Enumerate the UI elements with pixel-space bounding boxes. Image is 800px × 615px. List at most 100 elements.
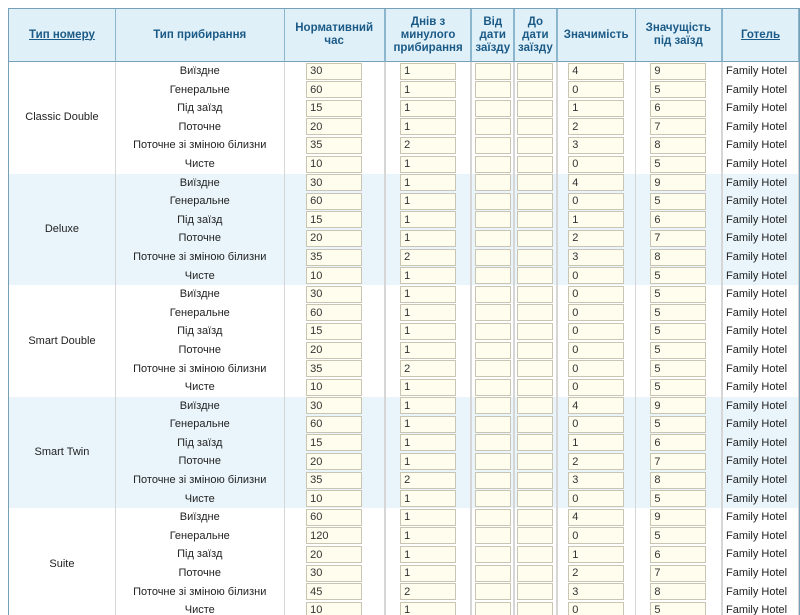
norm-time-input[interactable] <box>306 174 363 192</box>
to-date-input[interactable] <box>517 360 554 378</box>
checkin-significance-input[interactable] <box>650 81 707 99</box>
from-date-input[interactable] <box>474 99 511 117</box>
checkin-significance-input[interactable] <box>650 378 707 396</box>
norm-time-input[interactable] <box>306 360 363 378</box>
to-date-input[interactable] <box>517 546 554 564</box>
to-date-input[interactable] <box>517 453 554 471</box>
checkin-significance-input[interactable] <box>650 341 707 359</box>
to-date-input[interactable] <box>517 508 554 526</box>
norm-time-input[interactable] <box>306 99 363 117</box>
to-date-input[interactable] <box>517 378 554 396</box>
norm-time-input[interactable] <box>306 304 363 322</box>
norm-time-input[interactable] <box>306 211 363 229</box>
norm-time-input[interactable] <box>306 471 363 489</box>
significance-input[interactable] <box>568 490 625 508</box>
checkin-significance-input[interactable] <box>650 322 707 340</box>
norm-time-input[interactable] <box>306 508 363 526</box>
to-date-input[interactable] <box>517 397 554 415</box>
from-date-input[interactable] <box>474 434 511 452</box>
norm-time-input[interactable] <box>306 527 363 545</box>
checkin-significance-input[interactable] <box>650 229 707 247</box>
days-since-input[interactable] <box>400 397 457 415</box>
checkin-significance-input[interactable] <box>650 267 707 285</box>
days-since-input[interactable] <box>400 118 457 136</box>
norm-time-input[interactable] <box>306 62 363 80</box>
to-date-input[interactable] <box>517 322 554 340</box>
significance-input[interactable] <box>568 192 625 210</box>
to-date-input[interactable] <box>517 62 554 80</box>
norm-time-input[interactable] <box>306 322 363 340</box>
significance-input[interactable] <box>568 397 625 415</box>
to-date-input[interactable] <box>517 118 554 136</box>
to-date-input[interactable] <box>517 267 554 285</box>
significance-input[interactable] <box>568 434 625 452</box>
days-since-input[interactable] <box>400 360 457 378</box>
to-date-input[interactable] <box>517 490 554 508</box>
days-since-input[interactable] <box>400 341 457 359</box>
from-date-input[interactable] <box>474 508 511 526</box>
norm-time-input[interactable] <box>306 229 363 247</box>
from-date-input[interactable] <box>474 527 511 545</box>
from-date-input[interactable] <box>474 322 511 340</box>
checkin-significance-input[interactable] <box>650 490 707 508</box>
to-date-input[interactable] <box>517 81 554 99</box>
checkin-significance-input[interactable] <box>650 546 707 564</box>
significance-input[interactable] <box>568 99 625 117</box>
norm-time-input[interactable] <box>306 118 363 136</box>
from-date-input[interactable] <box>474 471 511 489</box>
norm-time-input[interactable] <box>306 378 363 396</box>
from-date-input[interactable] <box>474 453 511 471</box>
checkin-significance-input[interactable] <box>650 527 707 545</box>
checkin-significance-input[interactable] <box>650 601 707 615</box>
days-since-input[interactable] <box>400 583 457 601</box>
to-date-input[interactable] <box>517 229 554 247</box>
norm-time-input[interactable] <box>306 192 363 210</box>
significance-input[interactable] <box>568 304 625 322</box>
from-date-input[interactable] <box>474 490 511 508</box>
column-header-room-type[interactable]: Тип номеру <box>9 9 116 62</box>
from-date-input[interactable] <box>474 304 511 322</box>
days-since-input[interactable] <box>400 99 457 117</box>
significance-input[interactable] <box>568 341 625 359</box>
days-since-input[interactable] <box>400 434 457 452</box>
days-since-input[interactable] <box>400 155 457 173</box>
days-since-input[interactable] <box>400 229 457 247</box>
days-since-input[interactable] <box>400 304 457 322</box>
days-since-input[interactable] <box>400 174 457 192</box>
to-date-input[interactable] <box>517 136 554 154</box>
sort-link-hotel[interactable]: Готель <box>740 28 781 41</box>
significance-input[interactable] <box>568 564 625 582</box>
checkin-significance-input[interactable] <box>650 174 707 192</box>
significance-input[interactable] <box>568 174 625 192</box>
from-date-input[interactable] <box>474 415 511 433</box>
norm-time-input[interactable] <box>306 453 363 471</box>
checkin-significance-input[interactable] <box>650 192 707 210</box>
from-date-input[interactable] <box>474 360 511 378</box>
days-since-input[interactable] <box>400 267 457 285</box>
significance-input[interactable] <box>568 583 625 601</box>
days-since-input[interactable] <box>400 211 457 229</box>
checkin-significance-input[interactable] <box>650 248 707 266</box>
days-since-input[interactable] <box>400 248 457 266</box>
from-date-input[interactable] <box>474 211 511 229</box>
from-date-input[interactable] <box>474 285 511 303</box>
norm-time-input[interactable] <box>306 267 363 285</box>
to-date-input[interactable] <box>517 415 554 433</box>
norm-time-input[interactable] <box>306 601 363 615</box>
days-since-input[interactable] <box>400 527 457 545</box>
column-header-hotel[interactable]: Готель <box>721 9 799 62</box>
sort-link-room-type[interactable]: Тип номеру <box>29 28 95 41</box>
from-date-input[interactable] <box>474 229 511 247</box>
days-since-input[interactable] <box>400 192 457 210</box>
from-date-input[interactable] <box>474 583 511 601</box>
to-date-input[interactable] <box>517 99 554 117</box>
significance-input[interactable] <box>568 118 625 136</box>
from-date-input[interactable] <box>474 341 511 359</box>
days-since-input[interactable] <box>400 81 457 99</box>
norm-time-input[interactable] <box>306 341 363 359</box>
to-date-input[interactable] <box>517 285 554 303</box>
from-date-input[interactable] <box>474 81 511 99</box>
from-date-input[interactable] <box>474 248 511 266</box>
to-date-input[interactable] <box>517 601 554 615</box>
to-date-input[interactable] <box>517 341 554 359</box>
